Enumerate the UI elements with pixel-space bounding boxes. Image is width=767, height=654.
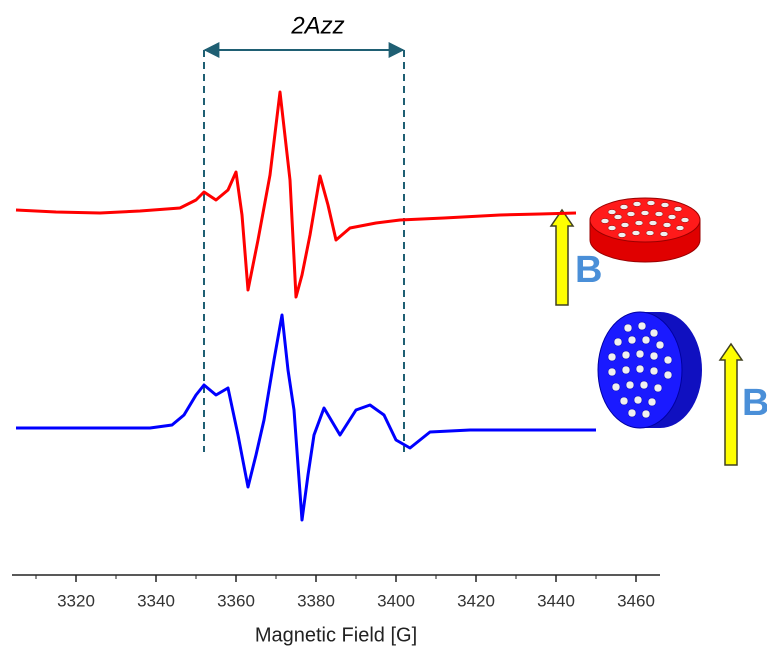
spectrum-line — [15, 90, 577, 299]
spectrum-line — [16, 313, 596, 522]
field-label: B — [575, 249, 602, 291]
annotation-label: 2Azz — [290, 12, 344, 39]
field-arrow — [549, 208, 575, 306]
x-tick-label: 3460 — [617, 591, 655, 610]
perpendicular-sample-disc — [597, 311, 702, 429]
x-tick-label: 3400 — [377, 591, 415, 610]
field-arrow — [718, 342, 744, 466]
x-tick-label: 3420 — [457, 591, 495, 610]
x-tick-label: 3340 — [137, 591, 175, 610]
x-tick-label: 3440 — [537, 591, 575, 610]
x-tick-label: 3360 — [217, 591, 255, 610]
field-label: B — [742, 382, 767, 424]
x-axis-label: Magnetic Field [G] — [255, 624, 417, 646]
x-tick-label: 3320 — [57, 591, 95, 610]
parallel-sample-disc — [589, 197, 701, 263]
x-tick-label: 3380 — [297, 591, 335, 610]
